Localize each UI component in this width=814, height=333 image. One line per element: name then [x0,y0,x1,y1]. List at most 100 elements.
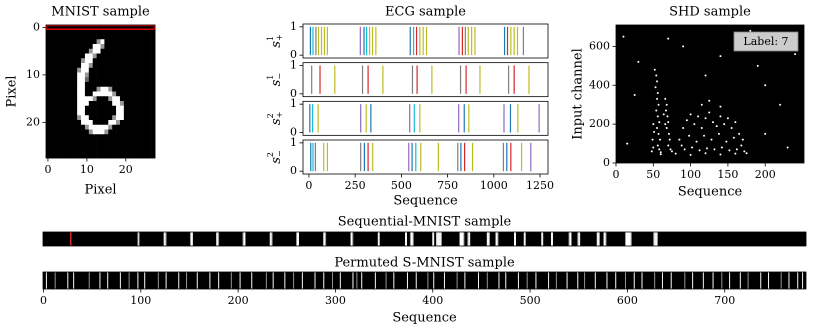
sequence-pixel [524,232,526,246]
sequence-pixel [686,232,688,246]
strip-pixel [88,272,90,289]
sequence-pixel [719,232,721,246]
sequence-pixel [652,232,654,246]
sequence-pixel [132,232,134,246]
pixel [108,58,113,64]
pixel [96,105,101,111]
sequence-pixel [230,232,232,246]
pixel [108,105,113,111]
pixel [65,134,70,140]
sequence-pixel [748,232,750,246]
sequence-pixel [114,232,116,246]
pixel [131,53,136,59]
pixel [135,77,140,83]
pixel [81,143,86,149]
point [725,140,728,143]
pixel [73,63,78,69]
strip-pixel [692,272,694,289]
sequence-pixel [311,232,313,246]
pixel [65,86,70,92]
sequence-pixel [375,232,377,246]
pixel [123,129,129,135]
pixel [135,91,140,97]
sequence-pixel [547,232,549,246]
pixel [116,44,121,50]
pixel [81,25,86,31]
pixel [61,91,66,97]
sequence-pixel [204,232,206,246]
strip-pixel [641,272,643,289]
x-tick-label: 150 [717,168,738,181]
sequence-pixel [83,232,85,246]
point [706,147,709,150]
sequence-pixel [747,232,749,246]
sequence-pixel [239,232,241,246]
pixel [131,148,136,154]
sequence-pixel [766,232,768,246]
pixel [92,77,97,83]
sequence-pixel [470,232,472,246]
sequence-pixel [425,232,427,246]
sequence-pixel [473,232,475,246]
sequence-pixel [334,232,337,246]
pixel [73,77,78,83]
strip-pixel [606,272,608,289]
pixel [127,29,132,35]
sequence-pixel [135,232,137,246]
pixel [49,34,55,40]
sequence-pixel [315,232,317,246]
sequence-pixel [383,232,385,246]
pixel [61,115,66,121]
pixel [100,139,105,145]
sequence-pixel [411,232,413,246]
point [664,109,667,112]
sequence-pixel [240,232,242,246]
sequence-pixel [571,232,573,246]
pixel [119,72,125,78]
pixel [119,115,125,121]
sequence-pixel [786,232,788,246]
pixel [104,124,109,130]
sequence-pixel [546,232,548,246]
pixel [61,72,66,78]
sequence-pixel [564,232,566,246]
y-tick-label: 200 [589,117,610,130]
pixel [53,115,58,121]
strip-pixel [624,272,626,289]
sequence-pixel [638,232,640,246]
sequence-pixel [503,232,505,246]
pixel [127,101,132,107]
pixel [73,148,78,154]
point [665,103,668,106]
sequence-pixel [297,232,300,246]
sequence-pixel [108,232,110,246]
pixel [88,124,94,130]
y-tick-label: 1 [290,20,297,33]
sequence-pixel [600,232,602,246]
x-axis-label: Sequence [393,194,458,209]
pixel [61,96,66,102]
point [659,153,662,156]
sequence-pixel [627,232,630,246]
pixel [65,148,70,154]
sequence-pixel [683,232,685,246]
sequence-pixel [479,232,482,246]
pixel [92,86,97,92]
pixel [143,101,148,107]
pixel [92,143,97,149]
pixel [73,105,78,111]
pixel [116,134,121,140]
pixel [53,110,58,116]
pixel [116,25,121,31]
sequence-pixel [493,232,495,246]
sequence-pixel [353,232,355,246]
sequence-pixel [48,232,50,246]
sequence-pixel [265,232,267,246]
pixel [81,101,86,107]
sequence-pixel [356,232,358,246]
sequence-pixel [565,232,567,246]
sequence-pixel [800,232,802,246]
chart-title: Sequential-MNIST sample [338,215,512,230]
sequence-pixel [423,232,425,246]
sequence-pixel [366,232,368,246]
